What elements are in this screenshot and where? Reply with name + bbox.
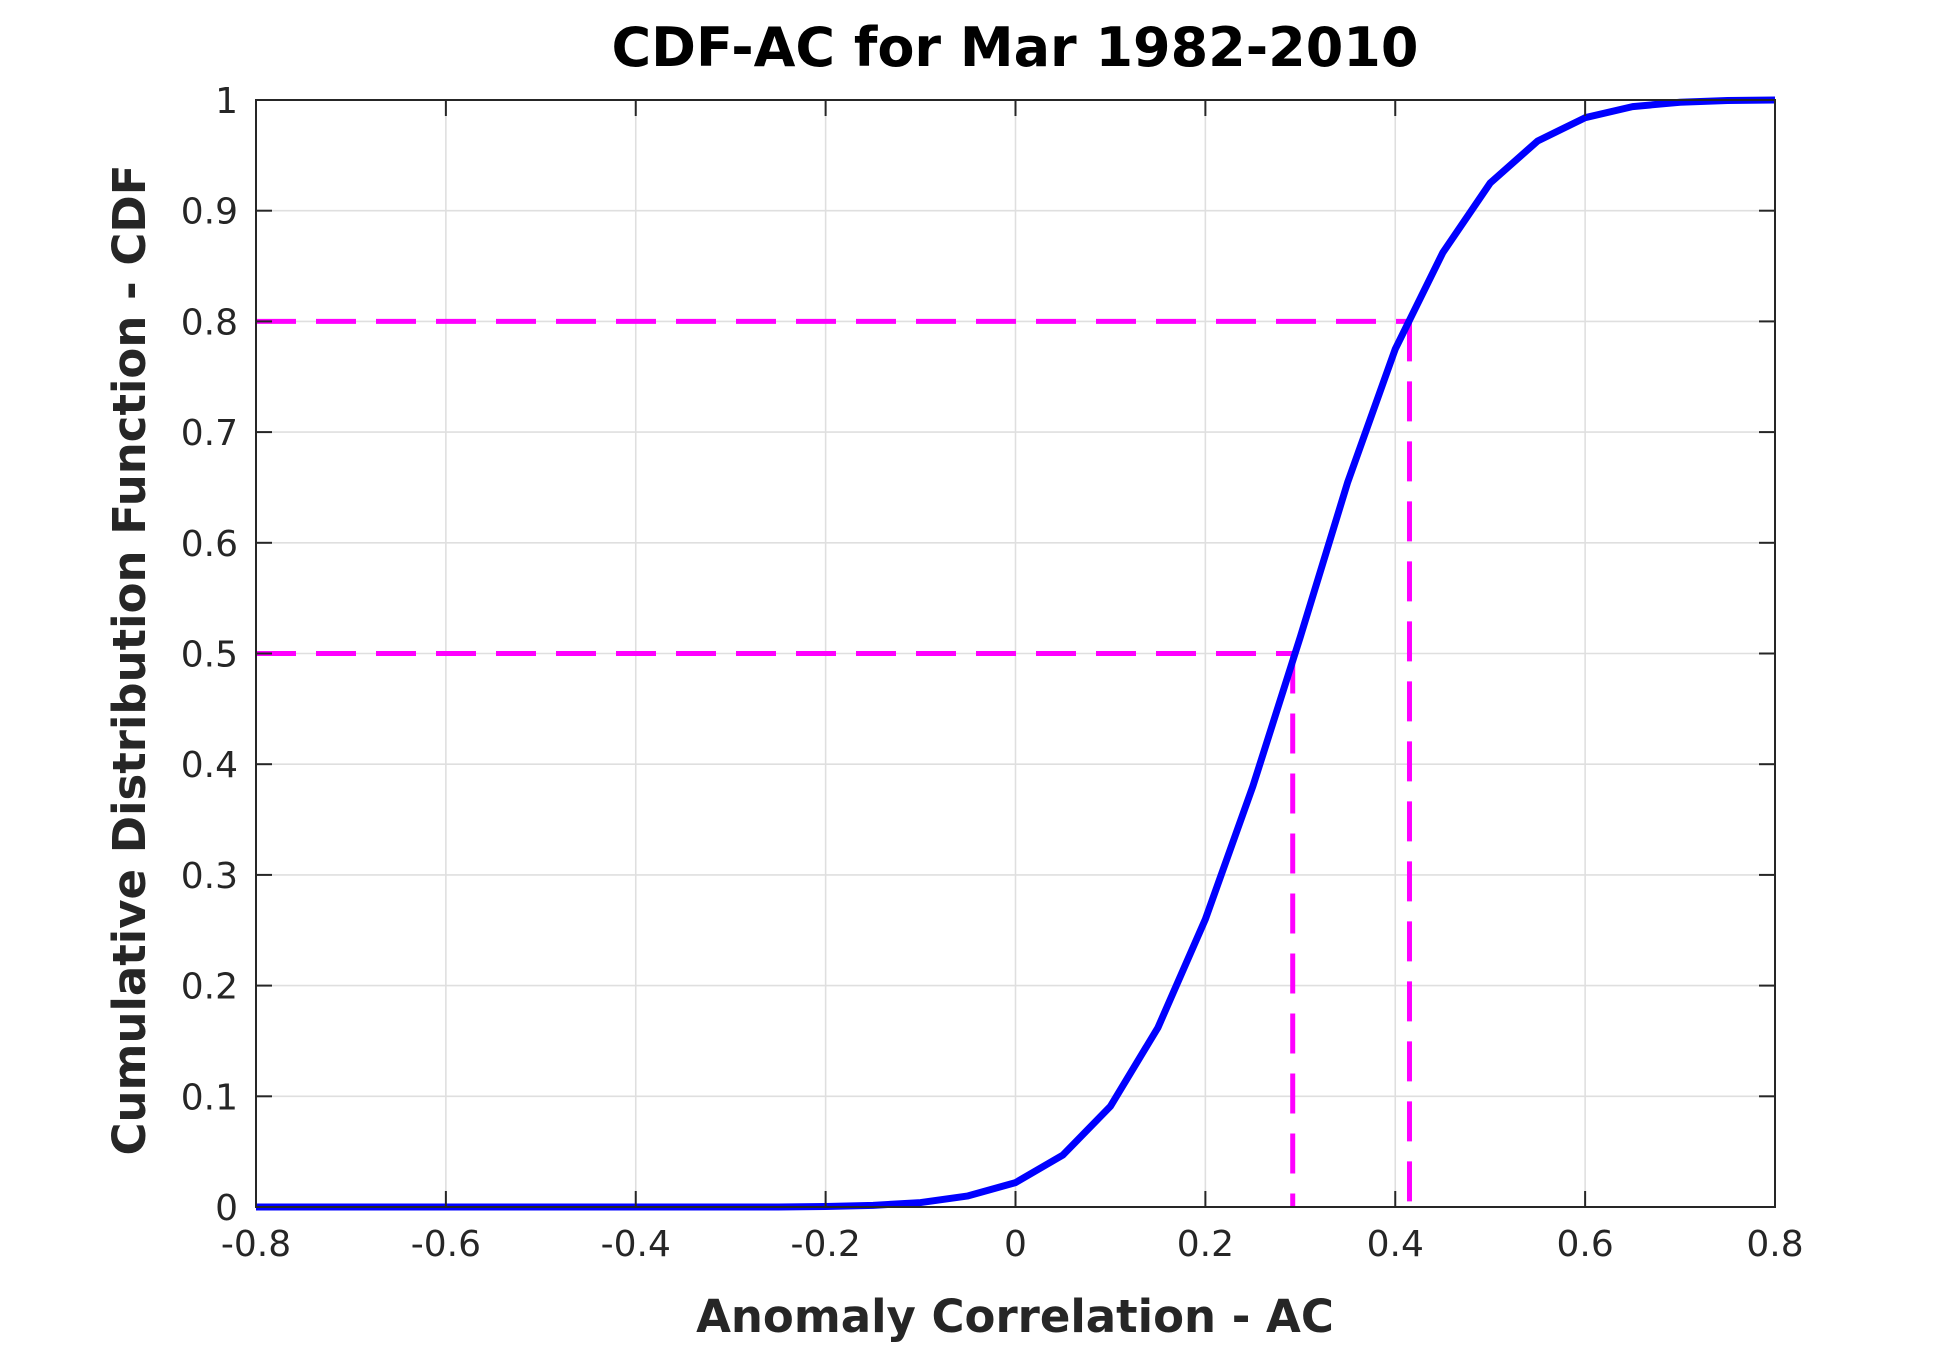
x-tick-label: -0.6: [411, 1224, 481, 1265]
y-tick-label: 0.8: [181, 302, 238, 343]
x-tick-label: 0.8: [1746, 1224, 1803, 1265]
y-tick-label: 0.6: [181, 524, 238, 565]
axes: [255, 99, 1776, 1208]
x-tick-label: 0.4: [1367, 1224, 1424, 1265]
reference-lines: [256, 318, 1412, 1207]
y-tick-label: 0.4: [181, 745, 238, 786]
y-tick-label: 1: [215, 81, 238, 122]
tick-labels: -0.8 -0.6 -0.4 -0.2 0 0.2 0.4 0.6 0.8 0 0.1 0.2 0.3 0…: [181, 81, 1804, 1265]
x-tick-label: 0: [1004, 1224, 1027, 1265]
y-tick-label: 0: [215, 1188, 238, 1229]
y-tick-label: 0.9: [181, 192, 238, 233]
y-tick-label: 0.3: [181, 856, 238, 897]
x-tick-label: 0.2: [1177, 1224, 1234, 1265]
y-tick-label: 0.5: [181, 635, 238, 676]
x-tick-label: -0.2: [791, 1224, 861, 1265]
x-tick-label: -0.4: [601, 1224, 671, 1265]
chart-title: CDF-AC for Mar 1982-2010: [612, 16, 1419, 79]
x-axis-label: Anomaly Correlation - AC: [696, 1290, 1334, 1343]
y-tick-label: 0.7: [181, 413, 238, 454]
y-tick-label: 0.1: [181, 1077, 238, 1118]
x-tick-label: -0.8: [221, 1224, 291, 1265]
y-axis-label: Cumulative Distribution Function - CDF: [103, 165, 156, 1156]
y-tick-label: 0.2: [181, 967, 238, 1008]
x-tick-label: 0.6: [1556, 1224, 1613, 1265]
